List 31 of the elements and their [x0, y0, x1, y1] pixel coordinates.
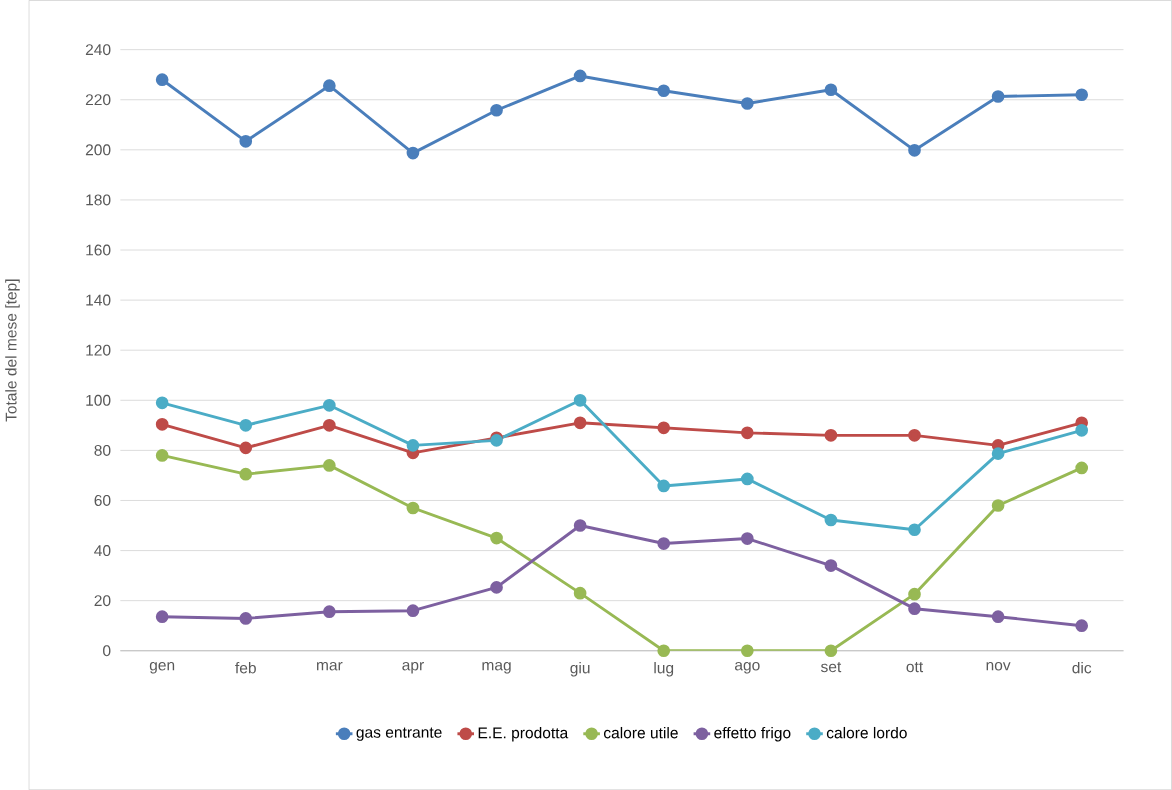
- y-tick-label: 60: [94, 494, 111, 506]
- legend-label: effetto frigo: [714, 726, 791, 742]
- y-tick-label: 240: [85, 44, 111, 56]
- y-tick-label: 40: [94, 544, 111, 556]
- y-tick-label: 0: [103, 645, 111, 657]
- x-tick-label: mar: [316, 661, 343, 671]
- legend-label: calore utile: [603, 726, 678, 739]
- y-tick-label: 220: [85, 94, 111, 106]
- legend-label: E.E. prodotta: [478, 726, 569, 742]
- y-tick-label: 180: [86, 194, 111, 206]
- y-tick-label: 120: [86, 344, 111, 356]
- y-tick-label: 200: [85, 144, 111, 156]
- x-tick-label: apr: [402, 661, 424, 674]
- y-tick-label: 100: [86, 394, 111, 406]
- x-tick-label: feb: [235, 661, 256, 674]
- x-tick-label: ott: [906, 661, 924, 673]
- x-tick-label: giu: [570, 661, 590, 677]
- legend-label: calore lordo: [826, 726, 907, 739]
- y-axis-title: Totale del mese [tep]: [5, 279, 20, 422]
- x-tick-label: ago: [735, 661, 760, 674]
- legend-label: gas entrante: [356, 727, 442, 741]
- y-tick-label: 20: [94, 595, 111, 607]
- x-tick-label: lug: [654, 661, 674, 677]
- y-tick-label: 140: [86, 294, 111, 306]
- y-tick-label: 160: [86, 244, 111, 256]
- x-tick-label: nov: [986, 661, 1011, 671]
- x-tick-label: gen: [149, 661, 175, 674]
- x-tick-label: mag: [482, 661, 511, 674]
- y-tick-label: 80: [94, 444, 111, 456]
- x-tick-label: set: [820, 661, 842, 673]
- x-tick-label: dic: [1072, 661, 1092, 674]
